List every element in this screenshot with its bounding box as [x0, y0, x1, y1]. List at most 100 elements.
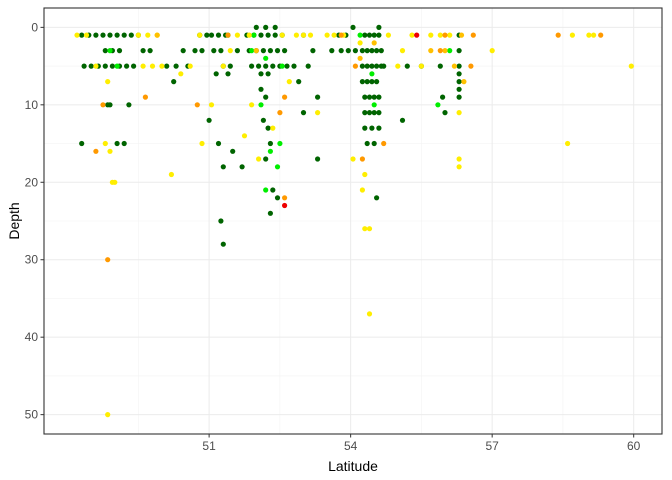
data-point [263, 156, 269, 162]
data-point [345, 48, 351, 54]
data-point [357, 55, 363, 61]
data-point [315, 110, 321, 116]
data-point [369, 48, 375, 54]
data-point [296, 79, 302, 85]
data-point [371, 32, 377, 38]
data-point [456, 164, 462, 170]
data-point [114, 140, 120, 147]
data-point [230, 148, 236, 154]
data-point [140, 63, 146, 69]
data-point [213, 71, 219, 77]
data-point [277, 110, 283, 116]
data-point [362, 226, 368, 232]
data-point [357, 40, 363, 46]
data-point [263, 55, 269, 61]
data-point [374, 79, 380, 85]
data-point [364, 140, 370, 147]
data-point [234, 32, 240, 38]
data-point [270, 63, 276, 69]
data-point [274, 195, 281, 201]
x-axis-title: Latitude [328, 458, 378, 474]
data-point [140, 48, 146, 54]
data-point [366, 226, 373, 232]
data-point [204, 32, 210, 38]
data-point [315, 94, 321, 100]
data-point [428, 48, 434, 54]
data-point [258, 71, 264, 77]
data-point [265, 32, 271, 38]
data-point [362, 110, 368, 116]
data-point [274, 164, 281, 170]
data-point [220, 63, 226, 69]
data-point [147, 48, 153, 54]
data-point [116, 48, 123, 54]
data-point [329, 48, 335, 54]
x-tick-label: 57 [485, 439, 499, 453]
data-point [258, 102, 264, 108]
data-point [371, 110, 377, 116]
data-point [381, 63, 387, 69]
data-point [586, 32, 592, 38]
data-point [369, 63, 375, 69]
data-point [260, 117, 266, 123]
data-point [227, 48, 233, 54]
data-point [404, 63, 410, 69]
data-point [310, 48, 316, 54]
data-point [197, 32, 203, 38]
data-point [220, 164, 226, 170]
data-point [208, 32, 215, 38]
data-point [456, 71, 462, 77]
data-point [234, 48, 240, 54]
data-point [256, 156, 262, 162]
data-point [371, 140, 377, 147]
data-point [352, 63, 358, 69]
data-point [253, 48, 259, 54]
data-point [447, 32, 453, 38]
data-point [414, 32, 420, 38]
data-point [154, 32, 160, 38]
data-point [315, 156, 321, 162]
data-point [249, 48, 255, 54]
data-point [291, 63, 297, 69]
x-tick-label: 54 [344, 439, 358, 453]
data-point [437, 48, 443, 54]
y-axis-title: Depth [6, 202, 22, 239]
data-point [168, 171, 174, 178]
data-point [121, 32, 127, 38]
data-point [218, 218, 224, 224]
data-point [249, 63, 255, 69]
data-point [263, 24, 269, 30]
data-point [265, 125, 271, 131]
y-tick-label: 40 [25, 330, 39, 344]
x-tick-label: 60 [627, 439, 641, 453]
data-point [194, 102, 200, 108]
data-point [456, 86, 462, 92]
data-point [105, 257, 111, 263]
data-point [277, 140, 283, 147]
data-point [489, 48, 495, 54]
data-point [171, 79, 177, 85]
y-tick-label: 30 [25, 253, 39, 267]
data-point [359, 156, 365, 162]
data-point [102, 48, 108, 54]
data-point [260, 48, 266, 54]
data-point [241, 133, 248, 139]
data-point [263, 187, 269, 193]
data-point [458, 32, 465, 38]
data-point [456, 79, 462, 85]
data-point [369, 71, 375, 77]
data-point [267, 148, 273, 154]
data-point [399, 48, 406, 54]
data-point [307, 32, 314, 38]
x-axis-ticks: 51 54 57 60 [202, 434, 641, 453]
data-point [598, 32, 604, 38]
data-point [83, 32, 90, 38]
data-point [270, 187, 276, 193]
data-point [102, 63, 108, 69]
data-point [107, 48, 113, 54]
data-point [192, 48, 198, 54]
data-point [435, 102, 441, 108]
data-point [359, 63, 365, 69]
